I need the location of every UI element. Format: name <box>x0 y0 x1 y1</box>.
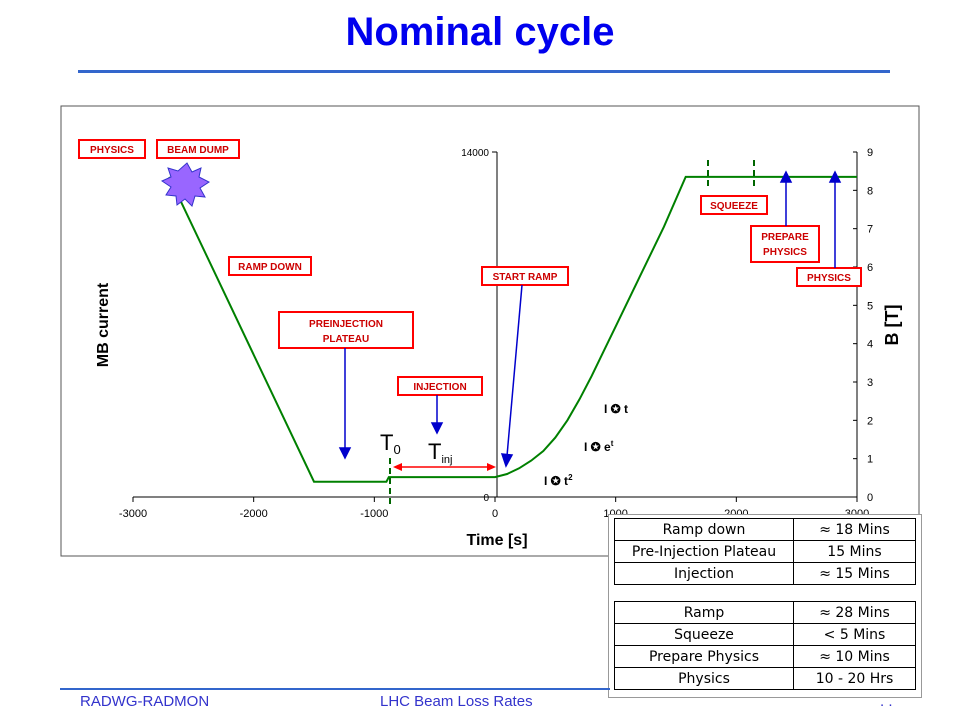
table-row: Ramp down ≈ 18 Mins <box>614 518 916 541</box>
phase-cell: Physics <box>614 667 794 690</box>
table-row: Prepare Physics ≈ 10 Mins <box>614 645 916 668</box>
beam-dump-burst-icon <box>160 162 210 207</box>
ramp-down-label: RAMP DOWN <box>238 262 302 273</box>
law-exp-label: I ✪ et <box>584 439 614 454</box>
y-left-tick-label: 0 <box>483 493 489 504</box>
t0-main-text: T <box>380 430 393 455</box>
law-exp-sup: t <box>611 439 614 448</box>
phase-cell: Ramp <box>614 601 794 624</box>
table-row: Physics 10 - 20 Hrs <box>614 667 916 690</box>
y-left-ticks: 0 14000 <box>461 148 497 504</box>
duration-cell: ≈ 10 Mins <box>793 645 916 668</box>
durations-table-bottom: Ramp ≈ 28 Mins Squeeze < 5 Mins Prepare Phys… <box>614 601 916 690</box>
tinj-arrowhead-left <box>393 463 402 471</box>
footer-center-text: LHC Beam Loss Rates <box>380 693 533 710</box>
y-right-tick-label: 7 <box>867 224 873 236</box>
y-left-tick-label: 14000 <box>461 148 489 159</box>
footer-rule <box>60 688 610 690</box>
phase-cell: Pre-Injection Plateau <box>614 540 794 563</box>
y-right-tick-label: 1 <box>867 454 873 466</box>
preinjection-arrowhead <box>338 447 352 460</box>
y-right-tick-label: 0 <box>867 492 873 504</box>
x-tick-label: -2000 <box>240 508 268 520</box>
prepare-physics-label-line1: PREPARE <box>761 232 809 243</box>
footer-left-text: RADWG-RADMON <box>80 693 210 710</box>
x-tick-label: -3000 <box>119 508 147 520</box>
physics-right-label: PHYSICS <box>807 273 851 284</box>
duration-cell: ≈ 15 Mins <box>793 562 916 585</box>
y-right-tick-label: 4 <box>867 339 873 351</box>
table-row: Injection ≈ 15 Mins <box>614 562 916 585</box>
y-right-tick-label: 3 <box>867 377 873 389</box>
phase-cell: Injection <box>614 562 794 585</box>
pointer-arrows <box>338 170 842 468</box>
y-right-tick-label: 8 <box>867 185 873 197</box>
preinjection-label-line1: PREINJECTION <box>309 319 383 330</box>
law-lin-label: I ✪ t <box>604 402 628 416</box>
duration-cell: ≈ 18 Mins <box>793 518 916 541</box>
x-tick-label: 0 <box>492 508 498 520</box>
injection-label: INJECTION <box>413 382 466 393</box>
prepare-physics-label-line2: PHYSICS <box>763 247 807 258</box>
injection-box <box>397 376 483 396</box>
start-ramp-box <box>481 266 569 286</box>
phase-cell: Ramp down <box>614 518 794 541</box>
beam-dump-box <box>156 139 240 159</box>
tinj-arrowhead-right <box>487 463 496 471</box>
start-ramp-label: START RAMP <box>493 272 558 283</box>
ramp-down-box <box>228 256 312 276</box>
table-row: Squeeze < 5 Mins <box>614 623 916 646</box>
tinj-subscript-text: inj <box>441 454 452 466</box>
y-right-tick-label: 2 <box>867 415 873 427</box>
physics-right-arrowhead <box>828 170 842 183</box>
durations-table-top: Ramp down ≈ 18 Mins Pre-Injection Plateau 1… <box>614 518 916 585</box>
law-t2-label: I ✪ t2 <box>544 473 573 488</box>
physics-right-box <box>796 267 862 287</box>
t0-subscript-text: 0 <box>393 442 400 457</box>
preinjection-box <box>278 311 414 349</box>
x-axis-title: Time [s] <box>466 532 527 549</box>
squeeze-label: SQUEEZE <box>710 201 758 212</box>
phase-cell: Prepare Physics <box>614 645 794 668</box>
y-right-tick-label: 5 <box>867 300 873 312</box>
prepare-physics-arrowhead <box>779 170 793 183</box>
squeeze-box <box>700 195 768 215</box>
footer-right-text: . . <box>880 693 893 710</box>
preinjection-label-line2: PLATEAU <box>323 334 369 345</box>
beam-dump-label: BEAM DUMP <box>167 145 229 156</box>
law-t2-base: I ✪ t <box>544 474 568 488</box>
tinj-label: Tinj <box>428 439 452 466</box>
y-right-axis-title: B [T] <box>882 305 902 346</box>
y-right-tick-label: 9 <box>867 147 873 159</box>
cycle-curve-line <box>168 175 857 483</box>
prepare-physics-box <box>750 225 820 263</box>
duration-cell: 15 Mins <box>793 540 916 563</box>
start-ramp-arrowhead <box>500 453 514 468</box>
table-row: Pre-Injection Plateau 15 Mins <box>614 540 916 563</box>
y-right-tick-label: 6 <box>867 262 873 274</box>
x-tick-label: -1000 <box>360 508 388 520</box>
y-right-ticks: 0 1 2 3 4 5 6 7 8 9 <box>853 147 873 504</box>
tinj-main-text: T <box>428 439 441 464</box>
duration-cell: < 5 Mins <box>793 623 916 646</box>
table-row: Ramp ≈ 28 Mins <box>614 601 916 624</box>
slide-title: Nominal cycle <box>345 10 615 54</box>
t0-label: T0 <box>380 430 401 457</box>
injection-arrowhead <box>430 422 444 435</box>
y-left-axis-title: MB current <box>95 282 112 367</box>
start-ramp-arrow <box>506 284 523 457</box>
duration-cell: ≈ 28 Mins <box>793 601 916 624</box>
law-t2-sup: 2 <box>568 473 573 482</box>
phase-cell: Squeeze <box>614 623 794 646</box>
physics-left-box <box>78 139 146 159</box>
duration-cell: 10 - 20 Hrs <box>793 667 916 690</box>
physics-left-label: PHYSICS <box>90 145 134 156</box>
title-rule <box>78 70 890 73</box>
law-exp-base: I ✪ e <box>584 440 611 454</box>
